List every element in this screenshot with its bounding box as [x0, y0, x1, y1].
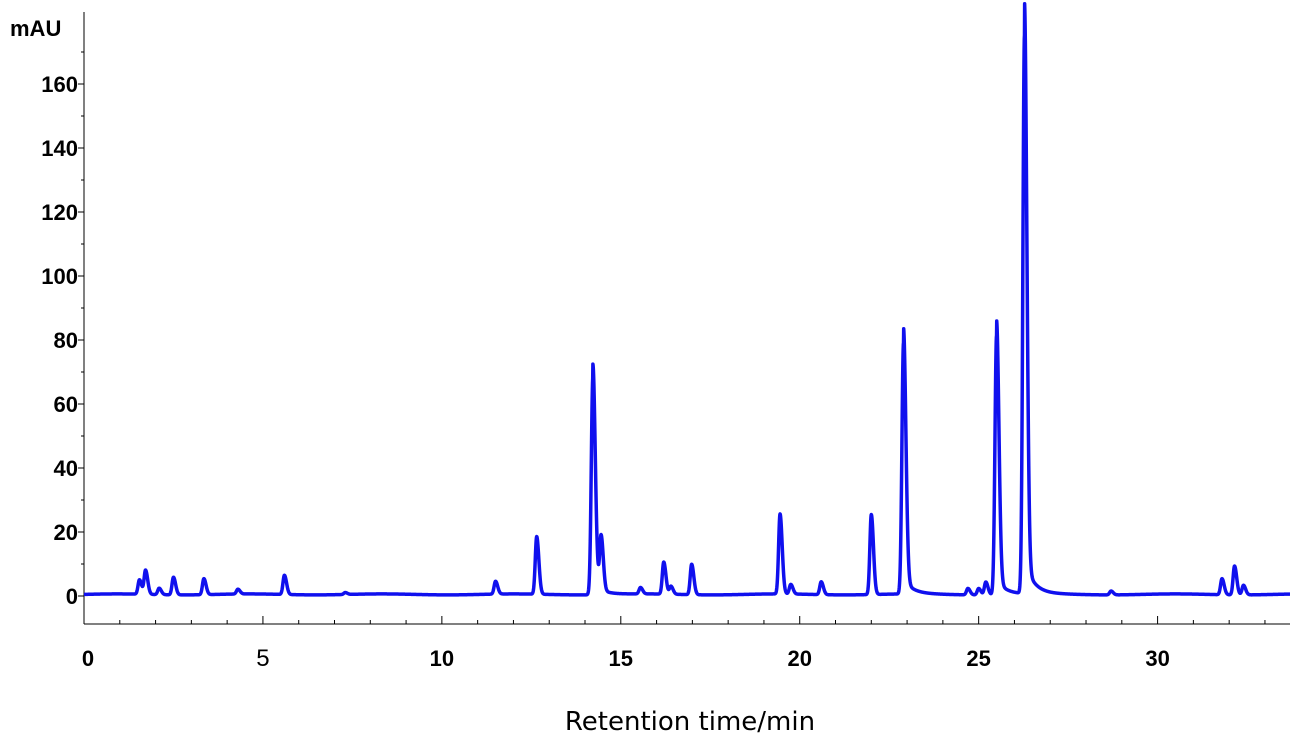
y-tick-label: 40 — [54, 456, 78, 481]
y-axis-title: mAU — [10, 16, 61, 41]
y-tick-label: 120 — [41, 200, 78, 225]
x-tick-label: 15 — [609, 646, 633, 671]
chromatogram-trace — [82, 2, 1290, 597]
x-ticks: 0 5 10 15 20 25 30 — [82, 616, 1266, 672]
y-tick-label: 0 — [66, 584, 78, 609]
y-ticks: 0 20 40 60 80 100 120 140 160 — [41, 51, 84, 609]
x-tick-label: 0 — [82, 646, 94, 671]
x-tick-label: 25 — [966, 646, 990, 671]
y-tick-label: 20 — [54, 520, 78, 545]
y-tick-label: 100 — [41, 264, 78, 289]
x-tick-label: 20 — [787, 646, 811, 671]
y-tick-label: 160 — [41, 72, 78, 97]
axes — [83, 12, 1290, 625]
y-tick-label: 80 — [54, 328, 78, 353]
x-tick-label: 10 — [430, 646, 454, 671]
x-axis-title: Retention time/min — [565, 707, 815, 733]
y-tick-label: 60 — [54, 392, 78, 417]
x-tick-label: 30 — [1145, 646, 1169, 671]
y-tick-label: 140 — [41, 136, 78, 161]
x-tick-label: 5 — [256, 645, 269, 672]
